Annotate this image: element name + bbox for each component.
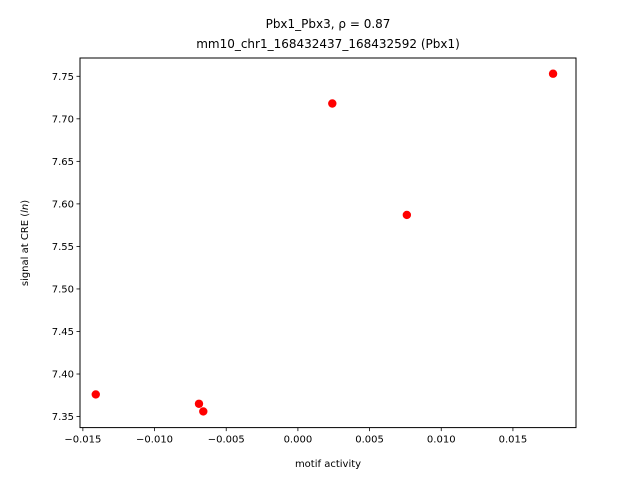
- data-point: [548, 69, 558, 78]
- data-point: [328, 99, 337, 108]
- y-tick-label: 7.50: [52, 284, 74, 295]
- x-tick-label: −0.015: [64, 435, 101, 446]
- plot-frame: [79, 57, 577, 429]
- x-tick-label: 0.005: [355, 435, 384, 446]
- chart-title-line2: mm10_chr1_168432437_168432592 (Pbx1): [196, 37, 460, 51]
- y-tick-label: 7.40: [52, 370, 74, 381]
- y-tick-label: 7.35: [52, 412, 74, 423]
- x-axis-ticks: −0.015 −0.010 −0.005 0.000 0.005 0.010 0.015: [64, 427, 528, 446]
- x-axis-label: motif activity: [295, 459, 361, 470]
- chart-title-line1: Pbx1_Pbx3, ρ = 0.87: [266, 17, 391, 31]
- y-tick-label: 7.75: [52, 72, 74, 83]
- y-tick-label: 7.65: [52, 157, 74, 168]
- data-point: [91, 390, 100, 399]
- x-tick-label: −0.010: [136, 435, 173, 446]
- y-tick-label: 7.55: [52, 242, 74, 253]
- data-point: [402, 210, 412, 220]
- x-tick-label: 0.010: [427, 435, 456, 446]
- data-point: [199, 407, 208, 416]
- data-points: [91, 69, 558, 416]
- data-point: [194, 399, 204, 408]
- y-tick-label: 7.70: [52, 114, 74, 125]
- y-tick-label: 7.60: [52, 199, 74, 210]
- y-axis-ticks: 7.35 7.40 7.45 7.50 7.55 7.60 7.65 7.70 7.75: [52, 72, 80, 423]
- y-axis-label: signal at CRE (ln): [20, 200, 31, 286]
- x-tick-label: 0.000: [284, 435, 313, 446]
- x-tick-label: 0.015: [499, 435, 528, 446]
- x-tick-label: −0.005: [208, 435, 245, 446]
- y-tick-label: 7.45: [52, 327, 74, 338]
